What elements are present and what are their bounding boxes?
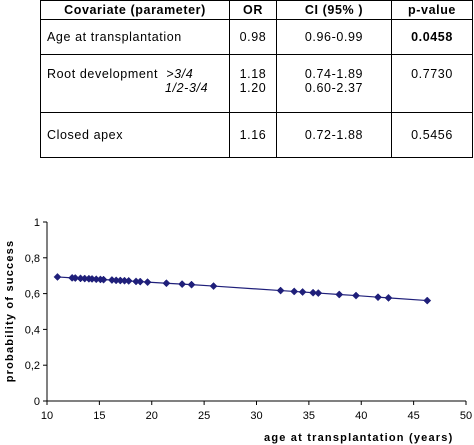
x-tick-label: 40 [355,410,367,422]
x-tick-label: 10 [41,410,53,422]
table-row: Root development >3/4 1/2-3/4 1.18 1.20 … [40,54,473,113]
data-point [71,274,80,282]
x-tick-label: 30 [250,410,262,422]
probability-chart: 0 0,2 0,4 0,6 0,8 1 10 15 20 25 30 35 40 45 50 age at … [4,217,472,444]
y-tick-label: 1 [34,217,40,229]
header-or: OR [229,0,277,20]
data-point [384,293,393,302]
covariate-cell: Closed apex [40,112,230,158]
data-point [99,275,108,284]
or-cell: 1.18 1.20 [229,54,277,113]
data-point [290,287,299,296]
covariate-sub-2: 1/2-3/4 [165,81,209,95]
data-point [136,277,145,286]
data-point [53,272,62,281]
header-ci: CI (95% ) [276,0,392,20]
data-point [374,293,382,302]
data-point [335,290,344,299]
covariate-cell: Root development >3/4 1/2-3/4 [40,54,230,113]
x-tick-label: 15 [93,410,105,422]
covariate-sub-1: >3/4 [166,67,194,81]
data-point [178,280,187,289]
covariate-table: Covariate (parameter) OR CI (95% ) p-val… [40,0,473,158]
ci-cell: 0.96-0.99 [276,19,392,55]
p-value-cell: 0.5456 [391,112,473,158]
y-tick-label: 0,8 [25,253,40,265]
p-value-cell: 0.7730 [391,54,473,113]
x-tick-label: 50 [460,410,472,422]
y-axis-label: probability of success [4,240,16,383]
data-point [276,286,285,295]
data-point [143,278,152,287]
data-point [352,291,360,300]
p-value-cell: 0.0458 [391,19,473,55]
data-point [314,289,323,298]
data-point [298,288,307,296]
ci-cell: 0.72-1.88 [276,112,392,158]
or-cell: 0.98 [229,19,277,55]
header-p-value: p-value [391,0,473,20]
covariate-cell: Age at transplantation [40,19,230,55]
table-row: Age at transplantation 0.98 0.96-0.99 0.… [40,19,473,55]
or-value-1: 1.18 [239,67,267,81]
x-tick-label: 35 [303,410,315,422]
y-tick-label: 0 [34,396,40,408]
data-point [187,280,196,289]
or-cell: 1.16 [229,112,277,158]
data-point [162,279,171,288]
chart-axes: 0 0,2 0,4 0,6 0,8 1 10 15 20 25 30 35 40 45 50 [25,217,472,422]
x-axis-label: age at transplantation (years) [264,432,453,444]
y-tick-label: 0,6 [25,289,40,301]
x-tick-label: 25 [198,410,210,422]
ci-cell: 0.74-1.89 0.60-2.37 [276,54,392,113]
x-tick-label: 20 [146,410,158,422]
or-value-2: 1.20 [239,81,267,95]
covariate-label: Root development [47,67,159,81]
chart-marks [53,272,432,305]
y-tick-label: 0,2 [25,360,40,372]
y-tick-label: 0,4 [25,324,40,336]
data-point [209,282,218,291]
header-covariate: Covariate (parameter) [40,0,230,20]
ci-value-1: 0.74-1.89 [304,67,364,81]
x-tick-label: 45 [408,410,420,422]
ci-value-2: 0.60-2.37 [304,81,364,95]
data-point [423,296,432,305]
data-point [124,276,133,285]
data-point [309,288,318,297]
table-row: Closed apex 1.16 0.72-1.88 0.5456 [40,112,473,158]
